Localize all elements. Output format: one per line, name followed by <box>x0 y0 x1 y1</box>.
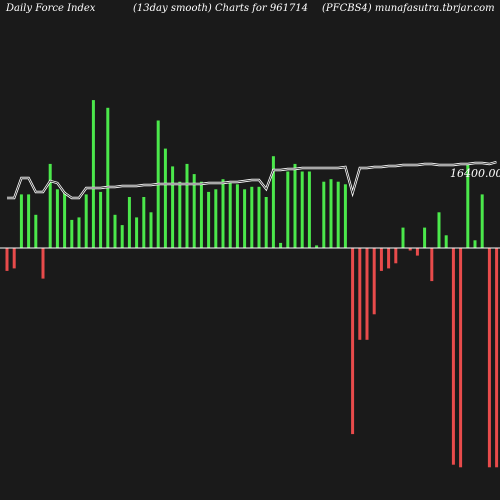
bar <box>63 191 67 248</box>
bar <box>19 194 23 248</box>
bar <box>329 179 333 248</box>
bar <box>343 184 347 248</box>
chart-title: Daily Force Index <box>5 3 96 14</box>
bar <box>315 245 319 248</box>
bar <box>401 227 405 248</box>
bar-series <box>5 100 499 468</box>
bar <box>444 235 448 249</box>
bar <box>466 163 470 248</box>
bar <box>235 184 239 248</box>
bar <box>286 171 290 248</box>
bar <box>149 212 153 248</box>
bar <box>34 214 38 248</box>
bar <box>120 225 124 248</box>
bar <box>99 191 103 248</box>
bar <box>300 171 304 248</box>
bar <box>48 163 52 248</box>
bar <box>214 189 218 248</box>
bar <box>423 227 427 248</box>
bar <box>70 219 74 248</box>
bar <box>279 242 283 248</box>
bar <box>142 197 146 248</box>
bar <box>372 248 376 315</box>
bar <box>379 248 383 271</box>
bar <box>84 194 88 248</box>
bar <box>199 181 203 248</box>
bar <box>322 181 326 248</box>
bar <box>228 181 232 248</box>
bar <box>459 248 463 468</box>
bar <box>408 248 412 251</box>
average-line <box>7 161 497 199</box>
bar <box>127 197 131 248</box>
bar <box>250 186 254 248</box>
bar <box>415 248 419 256</box>
bar <box>271 156 275 248</box>
bar <box>473 240 477 248</box>
bar <box>207 191 211 248</box>
bar <box>257 186 261 248</box>
bar <box>77 217 81 248</box>
bar <box>394 248 398 264</box>
bar <box>387 248 391 269</box>
bar <box>91 100 95 248</box>
bar <box>178 181 182 248</box>
bar <box>135 217 139 248</box>
bar <box>451 248 455 465</box>
bar <box>351 248 355 435</box>
bar <box>487 248 491 468</box>
bar <box>495 248 499 468</box>
bar <box>221 179 225 248</box>
bar <box>264 197 268 248</box>
bar <box>365 248 369 340</box>
bar <box>437 212 441 248</box>
bar <box>192 174 196 248</box>
last-value-label: 16400.00 <box>450 167 500 180</box>
bar <box>5 248 9 271</box>
bar <box>163 148 167 248</box>
bar <box>358 248 362 340</box>
bar <box>480 194 484 248</box>
bar <box>185 163 189 248</box>
chart-subtitle: (13day smooth) Charts for 961714 <box>133 3 308 14</box>
bar <box>293 163 297 248</box>
bar <box>27 194 31 248</box>
bar <box>243 189 247 248</box>
bar <box>55 189 59 248</box>
chart-source: (PFCBS4) munafasutra.tbrjar.com <box>322 3 495 14</box>
bar <box>336 181 340 248</box>
bar <box>430 248 434 282</box>
bar <box>171 166 175 248</box>
bar <box>307 171 311 248</box>
bar <box>106 107 110 249</box>
bar <box>41 248 45 279</box>
bar <box>113 214 117 248</box>
bar <box>12 248 16 269</box>
